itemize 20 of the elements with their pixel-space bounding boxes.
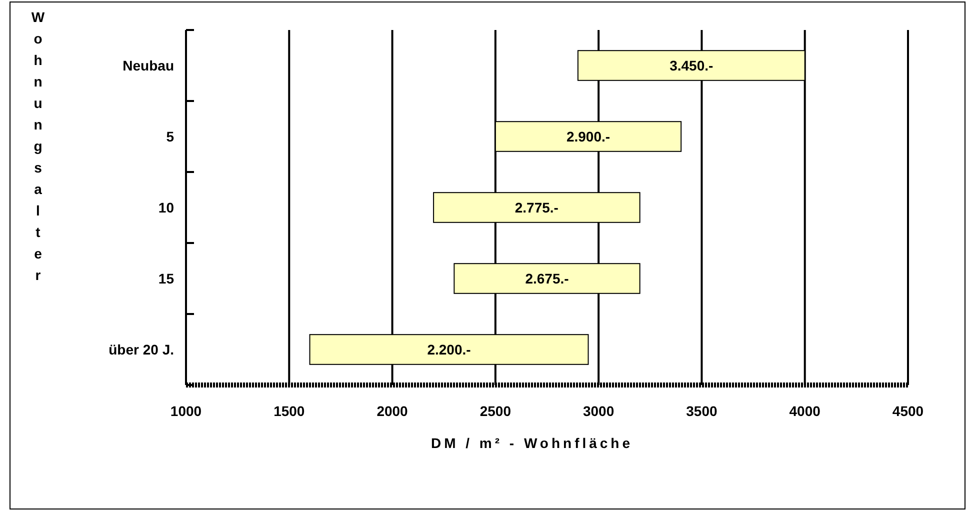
annotation: 2.775.- — [514, 199, 559, 216]
y-tick-label: 5 — [166, 128, 174, 144]
y-tick-label: über 20 J. — [108, 341, 174, 358]
y-tick-label: 15 — [158, 270, 174, 286]
x-tick-label: 4000 — [789, 403, 821, 419]
annotation: 2.675.- — [525, 270, 570, 286]
x-tick-label: 3000 — [582, 403, 614, 419]
x-tick-label: 2000 — [376, 403, 408, 419]
annotation: 2.200.- — [427, 341, 472, 358]
x-tick-label: 4500 — [892, 403, 924, 419]
y-tick-label: Neubau — [122, 57, 174, 74]
x-tick-label: 1000 — [170, 403, 202, 419]
x-tick-label: 1500 — [274, 403, 305, 419]
annotation: 3.450.- — [670, 57, 714, 74]
x-tick-label: 2500 — [480, 403, 512, 419]
x-tick-label: 3500 — [686, 403, 718, 419]
annotation: 2.900.- — [566, 128, 610, 144]
y-tick-label: 10 — [158, 199, 174, 216]
text: Wohnungsalter — [31, 9, 45, 283]
x-axis-title: DM / m² - Wohnfläche — [430, 435, 634, 451]
